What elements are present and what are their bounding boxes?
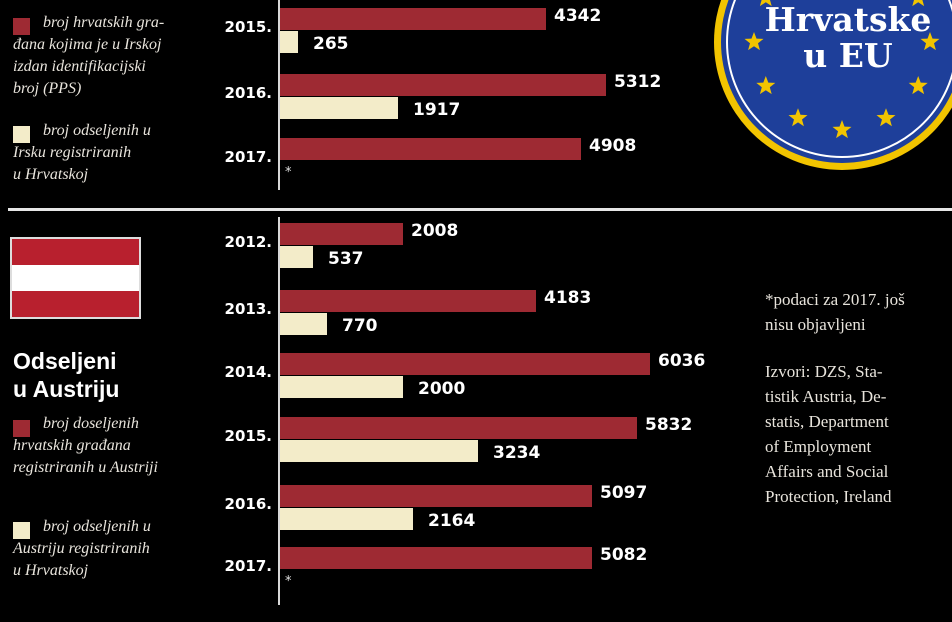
- eu-badge: [714, 0, 952, 170]
- badge-title: Hrvatske u EU: [764, 0, 932, 75]
- ireland-axis: [278, 0, 280, 190]
- data-label: *: [285, 165, 292, 180]
- year-label: 2017.: [224, 148, 272, 166]
- data-label: 5312: [614, 72, 662, 92]
- year-label: 2016.: [224, 495, 272, 513]
- legend-austria-immigrants: broj doseljenih hrvatskih građana regist…: [13, 415, 158, 476]
- bar-red: [280, 547, 592, 569]
- year-label: 2014.: [224, 363, 272, 381]
- sources: Izvori: DZS, Sta- tistik Austria, De- st…: [765, 362, 892, 506]
- year-label: 2013.: [224, 300, 272, 318]
- chart-ireland: 2015. 4342 265 2016. 5312 1917 2017. 4908 *: [0, 0, 952, 200]
- bar-red: [280, 74, 606, 96]
- data-label: 2008: [411, 221, 459, 241]
- data-label: 770: [342, 316, 378, 336]
- data-label: 5082: [600, 545, 648, 565]
- data-label: 2000: [418, 379, 466, 399]
- legend-swatch-cream: [13, 522, 30, 539]
- bar-cream: [280, 508, 413, 530]
- footnote: *podaci za 2017. još nisu objavljeni: [765, 290, 905, 334]
- bar-cream: [280, 31, 298, 53]
- bar-red: [280, 417, 637, 439]
- year-label: 2015.: [224, 18, 272, 36]
- austria-axis: [278, 217, 280, 605]
- data-label: 2164: [428, 511, 476, 531]
- badge-star-icon: [832, 120, 852, 139]
- year-label: 2016.: [224, 84, 272, 102]
- bar-red: [280, 8, 546, 30]
- bar-cream: [280, 246, 313, 268]
- badge-star-icon: [759, 0, 772, 7]
- bar-cream: [280, 97, 398, 119]
- badge-star-icon: [788, 108, 808, 127]
- data-label: 4183: [544, 288, 592, 308]
- bar-red: [280, 138, 581, 160]
- data-label: 5832: [645, 415, 693, 435]
- austria-title: Odseljeni u Austriju: [13, 348, 120, 402]
- data-label: 3234: [493, 443, 541, 463]
- legend-swatch-red: [13, 420, 30, 437]
- year-label: 2017.: [224, 557, 272, 575]
- year-label: 2015.: [224, 427, 272, 445]
- badge-star-icon: [908, 76, 928, 95]
- section-divider: [8, 208, 952, 211]
- badge-star-icon: [744, 32, 764, 51]
- legend-austria-registered: broj odseljenih u Austriju registriranih…: [13, 518, 151, 579]
- data-label: 265: [313, 34, 349, 54]
- data-label: 6036: [658, 351, 706, 371]
- bar-red: [280, 223, 403, 245]
- badge-star-icon: [756, 76, 776, 95]
- bar-red: [280, 485, 592, 507]
- data-label: 5097: [600, 483, 648, 503]
- austria-flag: [10, 237, 141, 319]
- legend-ireland-pps: broj hrvatskih gra- đana kojima je u Irs…: [13, 14, 165, 97]
- bar-cream: [280, 313, 327, 335]
- flag-stripe-top: [12, 239, 139, 265]
- badge-star-icon: [876, 108, 896, 127]
- legend-swatch-red: [13, 18, 30, 35]
- badge-disc: [721, 0, 952, 163]
- badge-star-icon: [912, 0, 925, 7]
- data-label: *: [285, 574, 292, 589]
- flag-stripe-bottom: [12, 291, 139, 317]
- bar-red: [280, 353, 650, 375]
- bar-cream: [280, 376, 403, 398]
- badge-star-icon: [920, 32, 940, 51]
- flag-stripe-middle: [12, 264, 139, 292]
- bar-cream: [280, 440, 478, 462]
- legend-ireland-registered: broj odseljenih u Irsku registriranih u …: [13, 122, 151, 183]
- data-label: 537: [328, 249, 364, 269]
- data-label: 4342: [554, 6, 602, 26]
- bar-red: [280, 290, 536, 312]
- data-label: 4908: [589, 136, 637, 156]
- legend-swatch-cream: [13, 126, 30, 143]
- data-label: 1917: [413, 100, 461, 120]
- year-label: 2012.: [224, 233, 272, 251]
